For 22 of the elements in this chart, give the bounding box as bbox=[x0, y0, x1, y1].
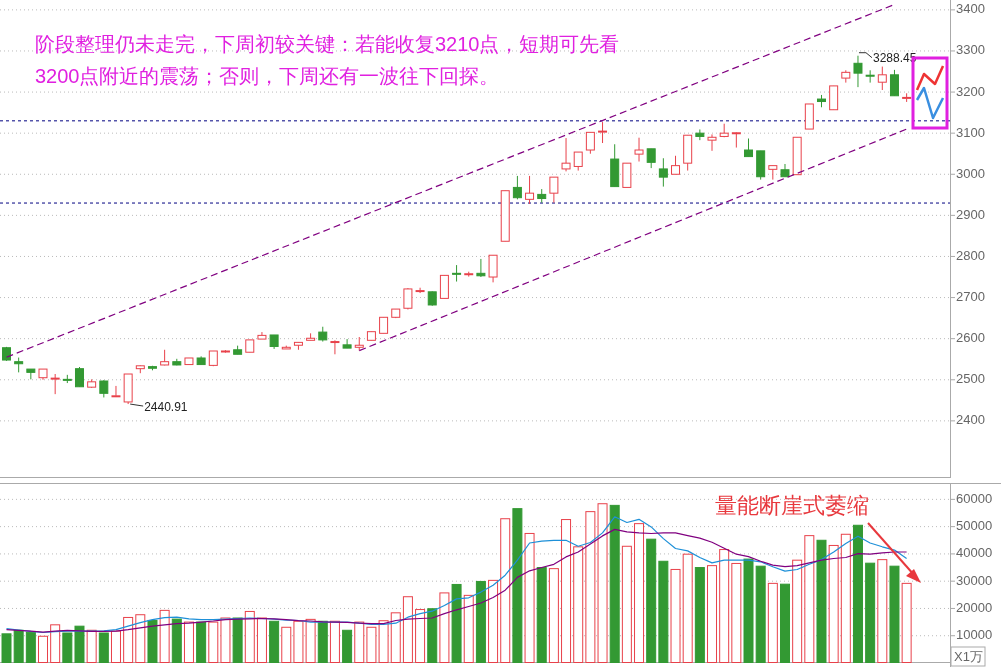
annotation: 量能断崖式萎缩 bbox=[715, 493, 869, 518]
y-tick-label: 2400 bbox=[956, 412, 985, 428]
y-tick-label: 30000 bbox=[956, 572, 993, 588]
y-tick-label: 2700 bbox=[956, 289, 985, 305]
annotation: 2440.91 bbox=[144, 400, 188, 415]
y-tick-label: 2500 bbox=[956, 371, 985, 387]
y-tick-label: 3000 bbox=[956, 165, 985, 181]
y-tick-label: 20000 bbox=[956, 599, 993, 615]
text: 阶段整理仍未走完，下周初较关键：若能收复3210点，短期可先看3200点附近的震荡；否则，下周还有一波往下回探。 bbox=[35, 32, 621, 89]
y-tick-label: 2800 bbox=[956, 247, 985, 263]
y-tick-label: 3100 bbox=[956, 124, 985, 140]
y-tick-label: 3200 bbox=[956, 83, 985, 99]
annotation: 3288.45 bbox=[872, 50, 917, 65]
y-tick-label: 60000 bbox=[956, 490, 993, 506]
y-tick-label: 50000 bbox=[956, 518, 993, 534]
y-tick-label: 2600 bbox=[956, 330, 985, 346]
y-tick-label: 2900 bbox=[956, 206, 985, 222]
y-tick-label: 40000 bbox=[956, 545, 993, 561]
y-tick-label: 3400 bbox=[956, 1, 985, 17]
y-tick-label: 3300 bbox=[956, 42, 985, 58]
y-tick-label: 10000 bbox=[956, 627, 993, 643]
y-axis-title: X1万 bbox=[954, 649, 983, 664]
